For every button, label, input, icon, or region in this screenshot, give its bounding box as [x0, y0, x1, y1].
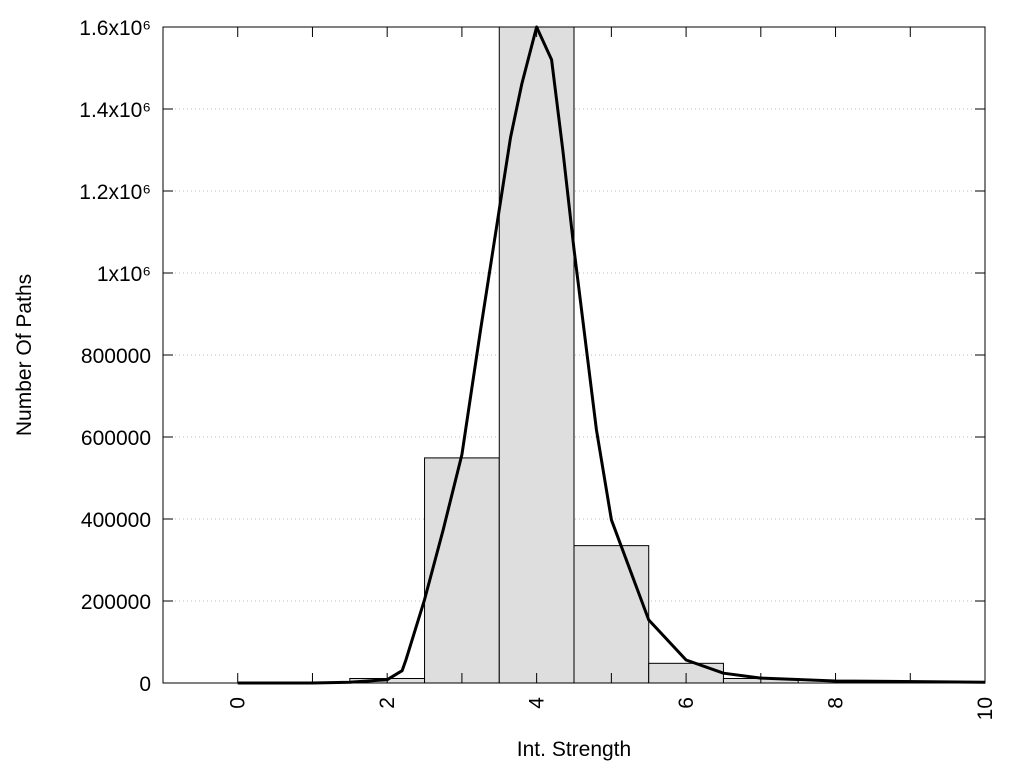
y-tick-label: 1x10⁶ [97, 263, 151, 286]
x-tick-label: 10 [974, 697, 997, 720]
y-tick-label: 1.6x10⁶ [79, 17, 151, 40]
y-tick-label: 0 [139, 673, 151, 696]
y-tick-label: 1.2x10⁶ [79, 181, 151, 204]
axis-ticks [163, 26, 986, 684]
y-tick-label: 400000 [81, 509, 151, 532]
x-axis-label: Int. Strength [517, 738, 631, 761]
y-tick-label: 800000 [81, 345, 151, 368]
fit-curve-line [237, 25, 986, 685]
y-axis-label: Number Of Paths [13, 274, 36, 436]
y-tick-label: 1.4x10⁶ [79, 99, 151, 122]
histogram-bar [573, 545, 650, 684]
x-tick-label: 4 [526, 697, 549, 709]
x-tick-labels: 0 2 4 6 8 10 [227, 697, 997, 721]
x-tick-label: 8 [825, 697, 848, 709]
grid-lines [163, 108, 985, 602]
histogram-bar [424, 457, 500, 684]
x-tick-label: 6 [675, 697, 698, 709]
fit-curve [237, 25, 986, 685]
bars [349, 26, 799, 684]
x-tick-label: 0 [227, 697, 250, 709]
x-tick-label: 2 [376, 697, 399, 709]
histogram-bar [498, 26, 575, 684]
y-tick-label: 600000 [81, 427, 151, 450]
y-tick-labels: 0 200000 400000 600000 800000 1x10⁶ 1.2x10⁶ 1.4… [79, 17, 151, 696]
y-tick-label: 200000 [81, 591, 151, 614]
